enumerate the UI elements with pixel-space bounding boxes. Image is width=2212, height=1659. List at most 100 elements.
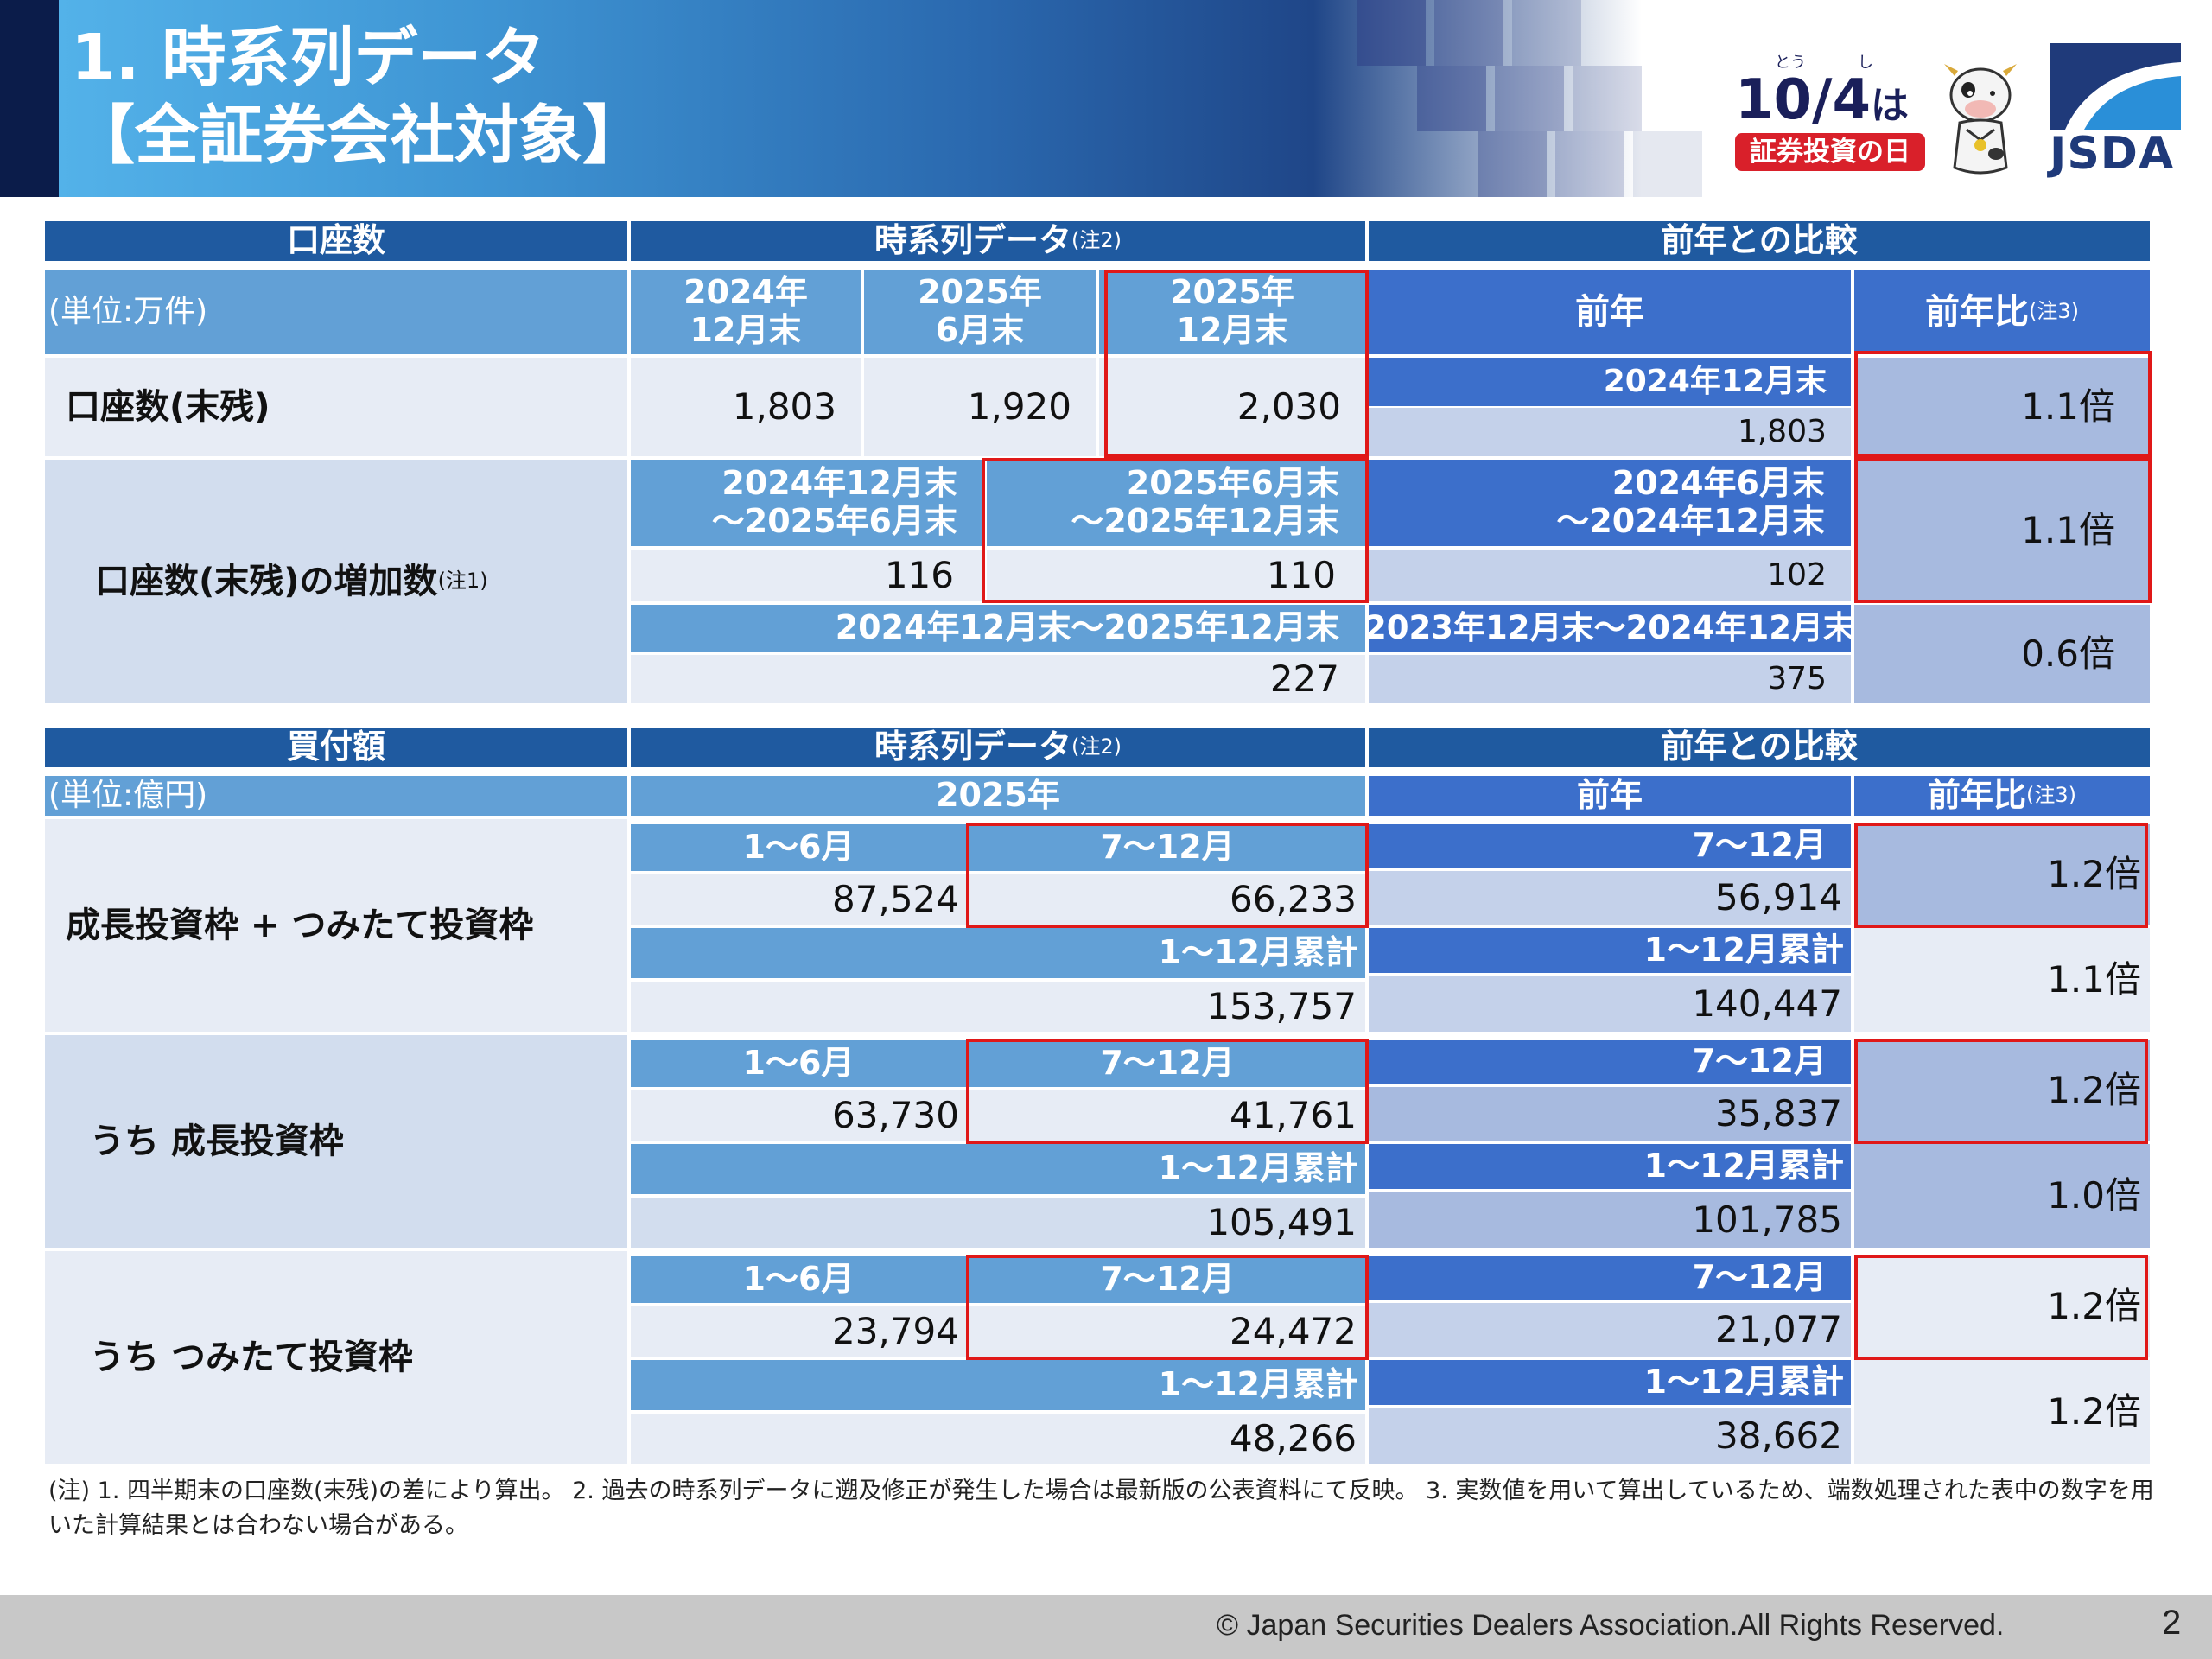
- section-growth-h2-value: 41,761: [969, 1090, 1365, 1141]
- accounts-compare-header: 前年との比較: [1369, 221, 2150, 261]
- period2-line1: 2025年6月末: [1126, 464, 1339, 503]
- section-growth-prev-h2-value: 35,837: [1369, 1087, 1851, 1141]
- period1-line1: 2024年12月末: [721, 464, 957, 503]
- annual-period-header: 2024年12月末～2025年12月末: [631, 605, 1365, 652]
- page-title-line1: 1. 時系列データ: [71, 21, 546, 95]
- purchases-compare-header: 前年との比較: [1369, 728, 2150, 767]
- section-total-h2-value: 66,233: [969, 874, 1365, 925]
- campaign-ruby-shi: し: [1858, 54, 1873, 72]
- section-growth-prev-cum-value: 101,785: [1369, 1192, 1851, 1248]
- section-total-label: 成長投資枠 + つみたて投資枠: [45, 819, 627, 1032]
- period-prev-header: 2024年6月末 ～2024年12月末: [1369, 460, 1851, 546]
- section-growth-h2-header: 7～12月: [969, 1040, 1365, 1087]
- purchases-title: 買付額: [45, 728, 627, 767]
- jsda-logo-mark-icon: [2050, 43, 2181, 130]
- campaign-day-badge: 証券投資の日: [1735, 133, 1925, 171]
- campaign-ruby-to: とう: [1775, 54, 1806, 72]
- accounts-series-note: (注2): [1071, 228, 1122, 253]
- balance-2024-12: 1,803: [631, 358, 861, 456]
- accounts-ratio-note: (注3): [2029, 299, 2079, 324]
- accounts-ratio-header: 前年比 (注3): [1854, 270, 2150, 354]
- balance-prev-label: 2024年12月末: [1369, 358, 1851, 406]
- col-2025-06-line1: 2025年: [918, 273, 1042, 312]
- increase-ratio: 1.1倍: [1854, 460, 2150, 601]
- jsda-logo-text: JSDA: [2050, 128, 2175, 180]
- increase-label-note: (注1): [437, 569, 488, 594]
- increase-label-text: 口座数(末残)の増加数: [95, 562, 438, 601]
- section-total-h2-ratio: 1.2倍: [1854, 824, 2150, 925]
- section-total-prev-h2-value: 56,914: [1369, 871, 1851, 925]
- section-total-h2-header: 7～12月: [969, 824, 1365, 871]
- section-growth-h2-ratio: 1.2倍: [1854, 1040, 2150, 1141]
- section-growth-cum-ratio: 1.0倍: [1854, 1144, 2150, 1248]
- section-total-prev-cum-header: 1～12月累計: [1369, 928, 1851, 973]
- col-2024-12-header: 2024年 12月末: [631, 270, 861, 354]
- period1-header: 2024年12月末 ～2025年6月末: [631, 460, 983, 546]
- balance-2025-12: 2,030: [1099, 358, 1365, 456]
- period-prev-line1: 2024年6月末: [1611, 464, 1825, 503]
- section-growth-cum-value: 105,491: [631, 1198, 1365, 1248]
- purchases-series-note: (注2): [1071, 734, 1122, 760]
- mascot-cow-icon: [1944, 64, 2017, 175]
- section-tsumitate-prev-h2-value: 21,077: [1369, 1303, 1851, 1357]
- balance-label: 口座数(末残): [45, 358, 627, 456]
- col-2024-12-line1: 2024年: [683, 273, 808, 312]
- section-tsumitate-label: うち つみたて投資枠: [45, 1251, 627, 1464]
- col-2025-12-line2: 12月末: [1176, 311, 1288, 349]
- section-tsumitate-h1-value: 23,794: [631, 1306, 966, 1357]
- section-total-h1-value: 87,524: [631, 874, 966, 925]
- accounts-series-header: 時系列データ (注2): [631, 221, 1365, 261]
- purchases-series-header: 時系列データ (注2): [631, 728, 1365, 767]
- section-total-cum-header: 1～12月累計: [631, 928, 1365, 978]
- purchases-ratio-header: 前年比 (注3): [1854, 776, 2150, 816]
- campaign-date: 10/4: [1735, 68, 1871, 132]
- section-tsumitate-cum-value: 48,266: [631, 1414, 1365, 1464]
- section-tsumitate-h2-ratio: 1.2倍: [1854, 1256, 2150, 1357]
- section-growth-prev-cum-header: 1～12月累計: [1369, 1144, 1851, 1189]
- accounts-title: 口座数: [45, 221, 627, 261]
- purchases-series-header-text: 時系列データ: [874, 728, 1071, 766]
- header-squares-decoration: [1331, 0, 1728, 197]
- section-growth-prev-h2-header: 7～12月: [1369, 1040, 1851, 1084]
- purchases-prev-year-header: 前年: [1369, 776, 1851, 816]
- purchases-ratio-note: (注3): [2026, 783, 2076, 808]
- annual-prev-value: 375: [1369, 655, 1851, 703]
- page-title-line2: 【全証券会社対象】: [71, 99, 646, 173]
- period2-line2: ～2025年12月末: [1071, 502, 1339, 540]
- purchases-unit: (単位:億円): [45, 776, 627, 816]
- col-2025-06-header: 2025年 6月末: [864, 270, 1096, 354]
- section-total-prev-h2-header: 7～12月: [1369, 824, 1851, 868]
- balance-ratio: 1.1倍: [1854, 358, 2150, 456]
- col-2025-12-line1: 2025年: [1170, 273, 1294, 312]
- section-tsumitate-h2-value: 24,472: [969, 1306, 1365, 1357]
- accounts-prev-year-header: 前年: [1369, 270, 1851, 354]
- period-prev-line2: ～2024年12月末: [1556, 502, 1825, 540]
- section-growth-h1-value: 63,730: [631, 1090, 966, 1141]
- purchases-year-header: 2025年: [631, 776, 1365, 816]
- col-2024-12-line2: 12月末: [690, 311, 802, 349]
- section-tsumitate-cum-ratio: 1.2倍: [1854, 1360, 2150, 1464]
- increase-period2-value: 110: [987, 550, 1365, 601]
- section-growth-cum-header: 1～12月累計: [631, 1144, 1365, 1194]
- header-accent-bar: [0, 0, 59, 197]
- section-total-prev-cum-value: 140,447: [1369, 976, 1851, 1032]
- page-number: 2: [2162, 1604, 2182, 1642]
- purchases-ratio-label: 前年比: [1927, 776, 2026, 815]
- section-tsumitate-cum-header: 1～12月累計: [631, 1360, 1365, 1410]
- increase-label: 口座数(末残)の増加数 (注1): [45, 460, 627, 703]
- footnote: (注) 1. 四半期末の口座数(末残)の差により算出。 2. 過去の時系列データ…: [48, 1478, 2154, 1539]
- annual-prev-period-header: 2023年12月末～2024年12月末: [1369, 605, 1851, 652]
- accounts-series-header-text: 時系列データ: [874, 221, 1071, 260]
- campaign-logo: 10/4は: [1735, 73, 1909, 128]
- increase-period1-value: 116: [631, 550, 983, 601]
- accounts-unit: (単位:万件): [45, 270, 627, 354]
- section-tsumitate-h1-header: 1～6月: [631, 1256, 966, 1303]
- section-tsumitate-prev-h2-header: 7～12月: [1369, 1256, 1851, 1300]
- section-tsumitate-h2-header: 7～12月: [969, 1256, 1365, 1303]
- section-growth-label: うち 成長投資枠: [45, 1035, 627, 1248]
- copyright: © Japan Securities Dealers Association.A…: [1217, 1609, 2005, 1642]
- section-total-cum-ratio: 1.1倍: [1854, 928, 2150, 1032]
- annual-value: 227: [631, 655, 1365, 703]
- balance-prev-value: 1,803: [1369, 408, 1851, 456]
- col-2025-12-header: 2025年 12月末: [1099, 270, 1365, 354]
